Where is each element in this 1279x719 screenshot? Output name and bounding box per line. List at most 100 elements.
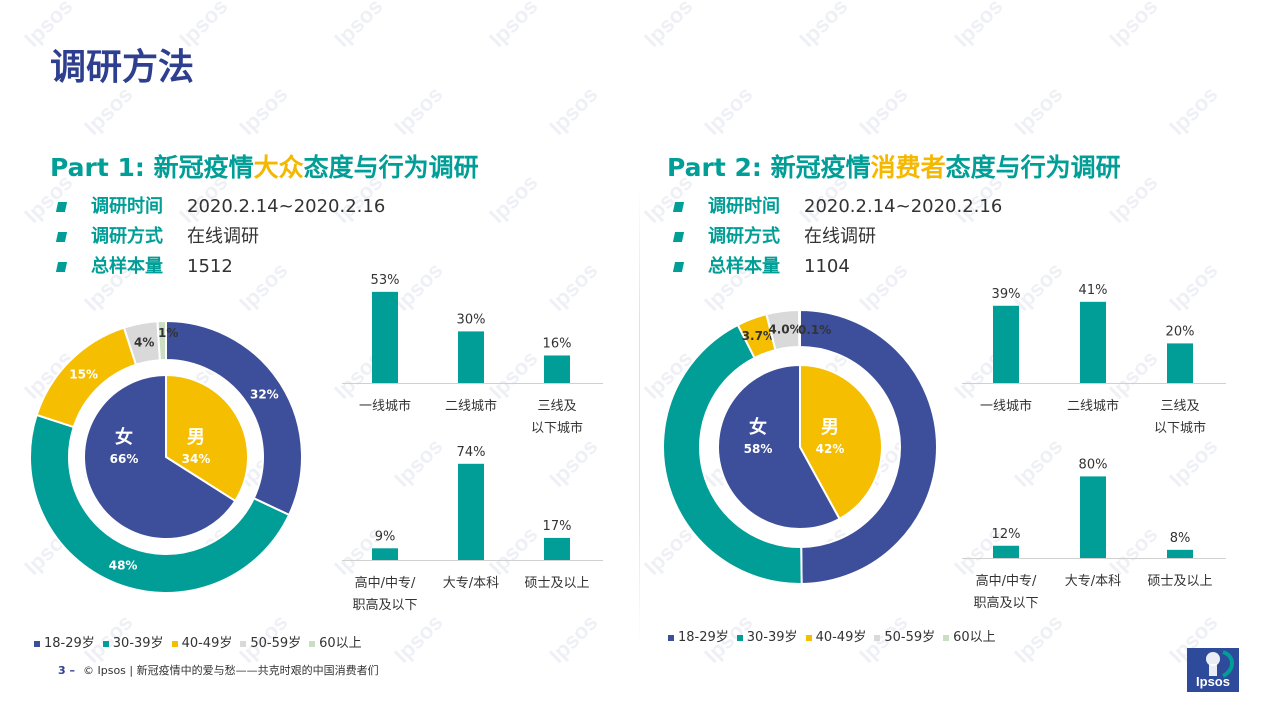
part1-title: Part 1: 新冠疫情大众态度与行为调研 (50, 148, 479, 184)
legend-item: 18-29岁 (34, 632, 95, 651)
age-ring-label: 44.4% (622, 468, 664, 482)
age-ring-label: 32% (250, 388, 279, 402)
legend-label: 60以上 (319, 636, 362, 651)
info-label: 调研方式 (91, 226, 163, 247)
legend-swatch (874, 634, 881, 641)
bar-value-label: 16% (543, 336, 572, 351)
bar (1167, 343, 1193, 383)
legend-label: 50-59岁 (884, 630, 936, 645)
bar (993, 545, 1019, 558)
age-ring-label: 3.7% (742, 329, 775, 343)
legend-item: 50-59岁 (874, 626, 935, 645)
logo-text: Ipsos (1196, 674, 1230, 689)
gender-label: 女 (749, 416, 767, 438)
bar-value-label: 80% (1079, 457, 1108, 472)
part1-education-bar-chart: 9% 高中/中专/职高及以下 74% 大专/本科 17% 硕士及以上 (342, 445, 603, 613)
legend-swatch (34, 640, 40, 647)
info-value: 1104 (804, 256, 850, 277)
bar-value-label: 39% (992, 287, 1021, 302)
age-ring-label: 4% (134, 336, 154, 350)
info-label: 总样本量 (91, 256, 163, 277)
gender-value-label: 42% (816, 442, 845, 456)
part2-info-row: 调研时间 2020.2.14~2020.2.16 (672, 194, 1002, 220)
legend-item: 40-49岁 (805, 626, 867, 645)
gender-pie-slice (799, 363, 883, 521)
footer: 3 – © Ipsos | 新冠疫情中的爱与愁——共克时艰的中国消费者们 (58, 662, 379, 678)
page-number: 3 – (58, 664, 75, 677)
legend-swatch (805, 634, 812, 641)
gender-pie-slice (83, 373, 237, 540)
gender-value-label: 58% (744, 442, 773, 456)
bar (458, 463, 484, 560)
legend-label: 40-49岁 (815, 630, 867, 645)
part1-info-list: 调研时间 2020.2.14~2020.2.16 调研方式 在线调研 总样本量 151… (55, 194, 385, 280)
legend-swatch (668, 634, 674, 641)
legend-label: 18-29岁 (678, 630, 729, 645)
bar-category-label: 一线城市 (359, 398, 411, 414)
info-value: 在线调研 (804, 226, 876, 247)
bar-category-label: 职高及以下 (973, 595, 1038, 611)
info-value: 1512 (187, 256, 233, 277)
age-ring-label: 0.1% (798, 323, 831, 337)
legend-swatch (309, 640, 316, 647)
age-ring-label: 15% (69, 368, 98, 382)
bar-category-label: 大专/本科 (443, 576, 499, 591)
bar (544, 537, 570, 560)
bar-category-label: 职高及以下 (352, 597, 417, 613)
bar-category-label: 硕士及以上 (524, 576, 589, 591)
age-ring-segment (798, 308, 801, 349)
gender-label: 女 (115, 426, 133, 448)
page-title: 调研方法 (50, 47, 195, 88)
bar-category-label: 以下城市 (1154, 420, 1206, 436)
part2-title-post: 态度与行为调研 (945, 153, 1121, 182)
part1-donut-chart: 32% 48% 15% 4% 1% 男 34% 女 66% (29, 319, 303, 594)
part2-title-pre: Part 2: 新冠疫情 (667, 153, 871, 182)
part1-title-pre: Part 1: 新冠疫情 (50, 153, 254, 182)
gender-label: 男 (187, 427, 205, 448)
bar (372, 291, 398, 383)
part2-title-highlight: 消费者 (870, 153, 946, 182)
age-ring-segment (662, 323, 803, 585)
bar-value-label: 41% (1079, 283, 1108, 298)
legend-swatch (736, 634, 743, 641)
bar-category-label: 高中/中专/ (976, 573, 1037, 589)
bar-value-label: 9% (375, 529, 396, 544)
legend-label: 50-59岁 (250, 636, 302, 651)
legend-label: 60以上 (953, 630, 996, 645)
bar (544, 355, 570, 383)
age-ring-label: 51.8% (952, 439, 994, 453)
bar-category-label: 以下城市 (531, 420, 583, 436)
part1-info-row: 调研方式 在线调研 (55, 224, 385, 250)
part1-title-post: 态度与行为调研 (303, 153, 479, 182)
legend-item: 60以上 (943, 626, 996, 645)
legend-label: 18-29岁 (44, 636, 95, 651)
gender-label: 男 (821, 417, 839, 438)
ipsos-logo: Ipsos (1187, 648, 1239, 692)
logo-figure-icon (1206, 650, 1234, 678)
part1-info-row: 总样本量 1512 (55, 254, 385, 280)
bar-value-label: 53% (371, 273, 400, 288)
legend-item: 40-49岁 (171, 632, 232, 651)
gender-value-label: 34% (182, 452, 211, 466)
age-ring-label: 4.0% (768, 322, 801, 336)
part2-info-row: 调研方式 在线调研 (672, 224, 1002, 250)
part2-legend: 18-29岁 30-39岁 40-49岁 50-59岁 60以上 (668, 626, 1004, 645)
age-ring-segment (799, 308, 938, 586)
legend-item: 18-29岁 (668, 626, 729, 645)
gender-pie-slice (717, 363, 841, 530)
bar-value-label: 8% (1170, 531, 1191, 546)
bar-value-label: 20% (1166, 324, 1195, 339)
age-ring-label: 1% (158, 326, 178, 340)
part2-donut-chart: 51.8% 44.4% 3.7%4.0%0.1% 男 42% 女 58% (622, 308, 994, 586)
part2-info-list: 调研时间 2020.2.14~2020.2.16 调研方式 在线调研 总样本量 110… (672, 194, 1002, 280)
info-label: 调研方式 (708, 226, 780, 247)
legend-label: 30-39岁 (112, 636, 164, 651)
footer-text: © Ipsos | 新冠疫情中的爱与愁——共克时艰的中国消费者们 (82, 664, 379, 677)
bar-value-label: 12% (992, 527, 1021, 542)
legend-item: 30-39岁 (102, 632, 164, 651)
bar-category-label: 高中/中专/ (355, 575, 416, 591)
age-ring-segment (156, 319, 167, 362)
part2-title: Part 2: 新冠疫情消费者态度与行为调研 (667, 148, 1121, 184)
